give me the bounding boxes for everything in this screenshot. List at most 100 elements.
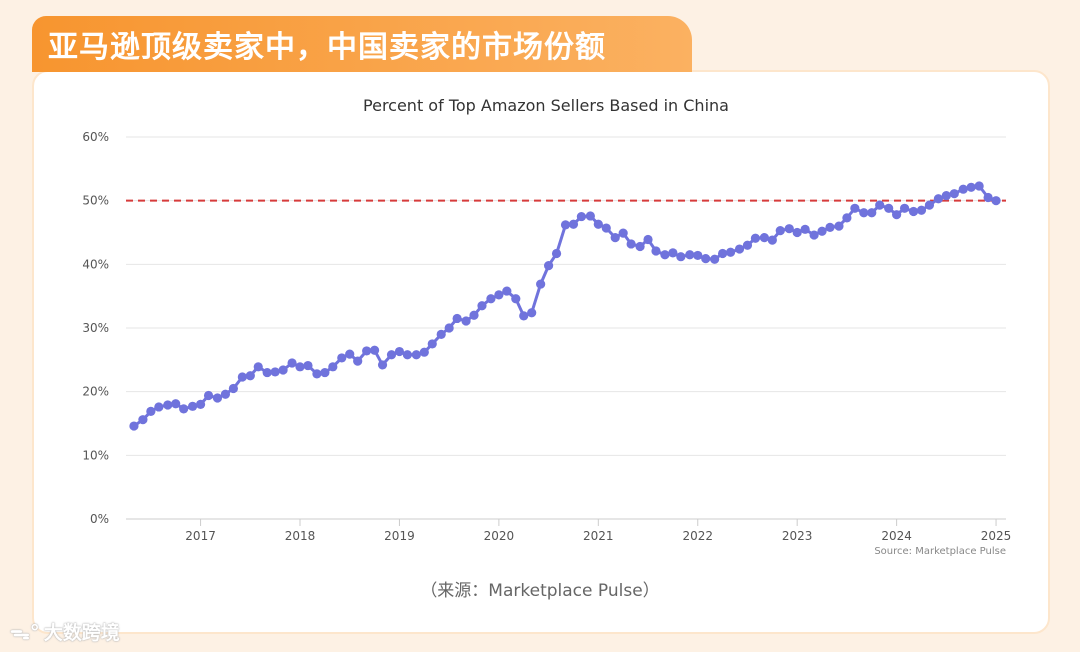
data-point: [710, 254, 720, 264]
data-point: [916, 205, 927, 215]
data-point: [262, 367, 272, 378]
data-point: [362, 346, 372, 356]
data-point: [792, 227, 802, 238]
data-point: [585, 211, 595, 221]
data-point: [427, 339, 437, 349]
x-tick-label: 2018: [285, 529, 316, 543]
data-point: [933, 194, 943, 204]
data-point: [618, 228, 628, 238]
watermark-text: 大数跨境: [43, 622, 120, 644]
y-tick-label: 50%: [82, 194, 109, 208]
data-point: [966, 182, 976, 192]
data-point: [635, 241, 645, 252]
y-tick-label: 40%: [82, 257, 109, 271]
data-point: [386, 350, 397, 360]
data-point: [701, 254, 711, 264]
data-point: [924, 200, 935, 210]
data-point: [402, 350, 413, 360]
data-point: [750, 233, 761, 243]
data-point: [394, 346, 405, 357]
data-point: [511, 294, 521, 304]
chart-title: Percent of Top Amazon Sellers Based in C…: [363, 96, 729, 115]
data-point: [345, 349, 355, 359]
data-point: [270, 367, 280, 377]
data-point: [188, 401, 198, 411]
watermark: ᯓ° 大数跨境: [10, 618, 120, 645]
data-point: [718, 248, 728, 259]
data-point: [419, 347, 429, 357]
data-point: [593, 219, 603, 229]
data-point: [884, 203, 894, 213]
data-point: [203, 390, 214, 401]
data-point: [312, 369, 322, 379]
x-tick-label: 2022: [682, 529, 713, 543]
y-tick-label: 60%: [82, 130, 109, 144]
data-point: [576, 211, 587, 222]
data-point: [295, 362, 305, 372]
data-point: [983, 192, 993, 203]
data-point: [859, 208, 869, 218]
data-point: [228, 383, 238, 394]
data-point: [502, 286, 512, 296]
data-point: [452, 313, 462, 324]
x-tick-label: 2023: [782, 529, 813, 543]
data-point: [195, 399, 206, 409]
data-point: [519, 311, 529, 321]
data-point: [651, 246, 661, 256]
y-tick-label: 10%: [82, 448, 109, 462]
data-point: [551, 248, 562, 259]
data-point: [734, 244, 745, 254]
data-point: [660, 250, 670, 260]
data-point: [444, 323, 454, 333]
data-point: [850, 203, 860, 213]
data-point: [353, 356, 363, 366]
data-point: [163, 400, 173, 410]
brand-logo-icon: ᯓ°: [10, 620, 40, 644]
data-point: [759, 232, 769, 243]
data-point: [875, 200, 885, 210]
data-point: [146, 406, 156, 417]
data-point: [568, 219, 579, 229]
y-tick-label: 20%: [82, 385, 109, 399]
data-point: [867, 208, 877, 218]
y-tick-label: 30%: [82, 321, 109, 335]
data-point: [958, 184, 968, 194]
data-point: [411, 350, 421, 360]
data-point: [949, 189, 959, 199]
data-point: [436, 329, 446, 339]
data-point: [817, 226, 827, 236]
gridlines: [126, 136, 1006, 520]
data-point: [129, 421, 139, 431]
data-point: [842, 213, 852, 223]
data-point: [742, 240, 753, 250]
data-point: [892, 210, 902, 220]
data-point: [800, 224, 810, 234]
data-point: [693, 250, 703, 261]
x-tick-label: 2017: [185, 529, 216, 543]
data-point: [825, 222, 835, 233]
y-axis: 0% 10% 20% 30% 40% 50% 60%: [82, 130, 109, 526]
banner-title: 亚马逊顶级卖家中，中国卖家的市场份额: [32, 16, 692, 72]
source-caption: （来源：Marketplace Pulse）: [420, 581, 660, 601]
data-point: [220, 389, 231, 399]
data-point: [237, 372, 247, 382]
data-point: [601, 223, 611, 233]
data-point: [486, 294, 496, 304]
data-point: [668, 248, 678, 258]
data-point: [610, 232, 620, 243]
data-point: [725, 247, 736, 257]
data-point: [974, 181, 984, 191]
data-point: [320, 367, 330, 378]
data-point: [941, 190, 951, 201]
data-point: [908, 206, 919, 217]
data-point: [278, 365, 288, 375]
data-point: [154, 402, 164, 412]
data-point: [138, 415, 148, 425]
x-tick-label: 2019: [384, 529, 415, 543]
data-point: [991, 196, 1001, 206]
data-point: [543, 261, 554, 271]
data-point: [809, 230, 819, 240]
data-point: [834, 221, 844, 231]
data-point: [527, 308, 537, 318]
